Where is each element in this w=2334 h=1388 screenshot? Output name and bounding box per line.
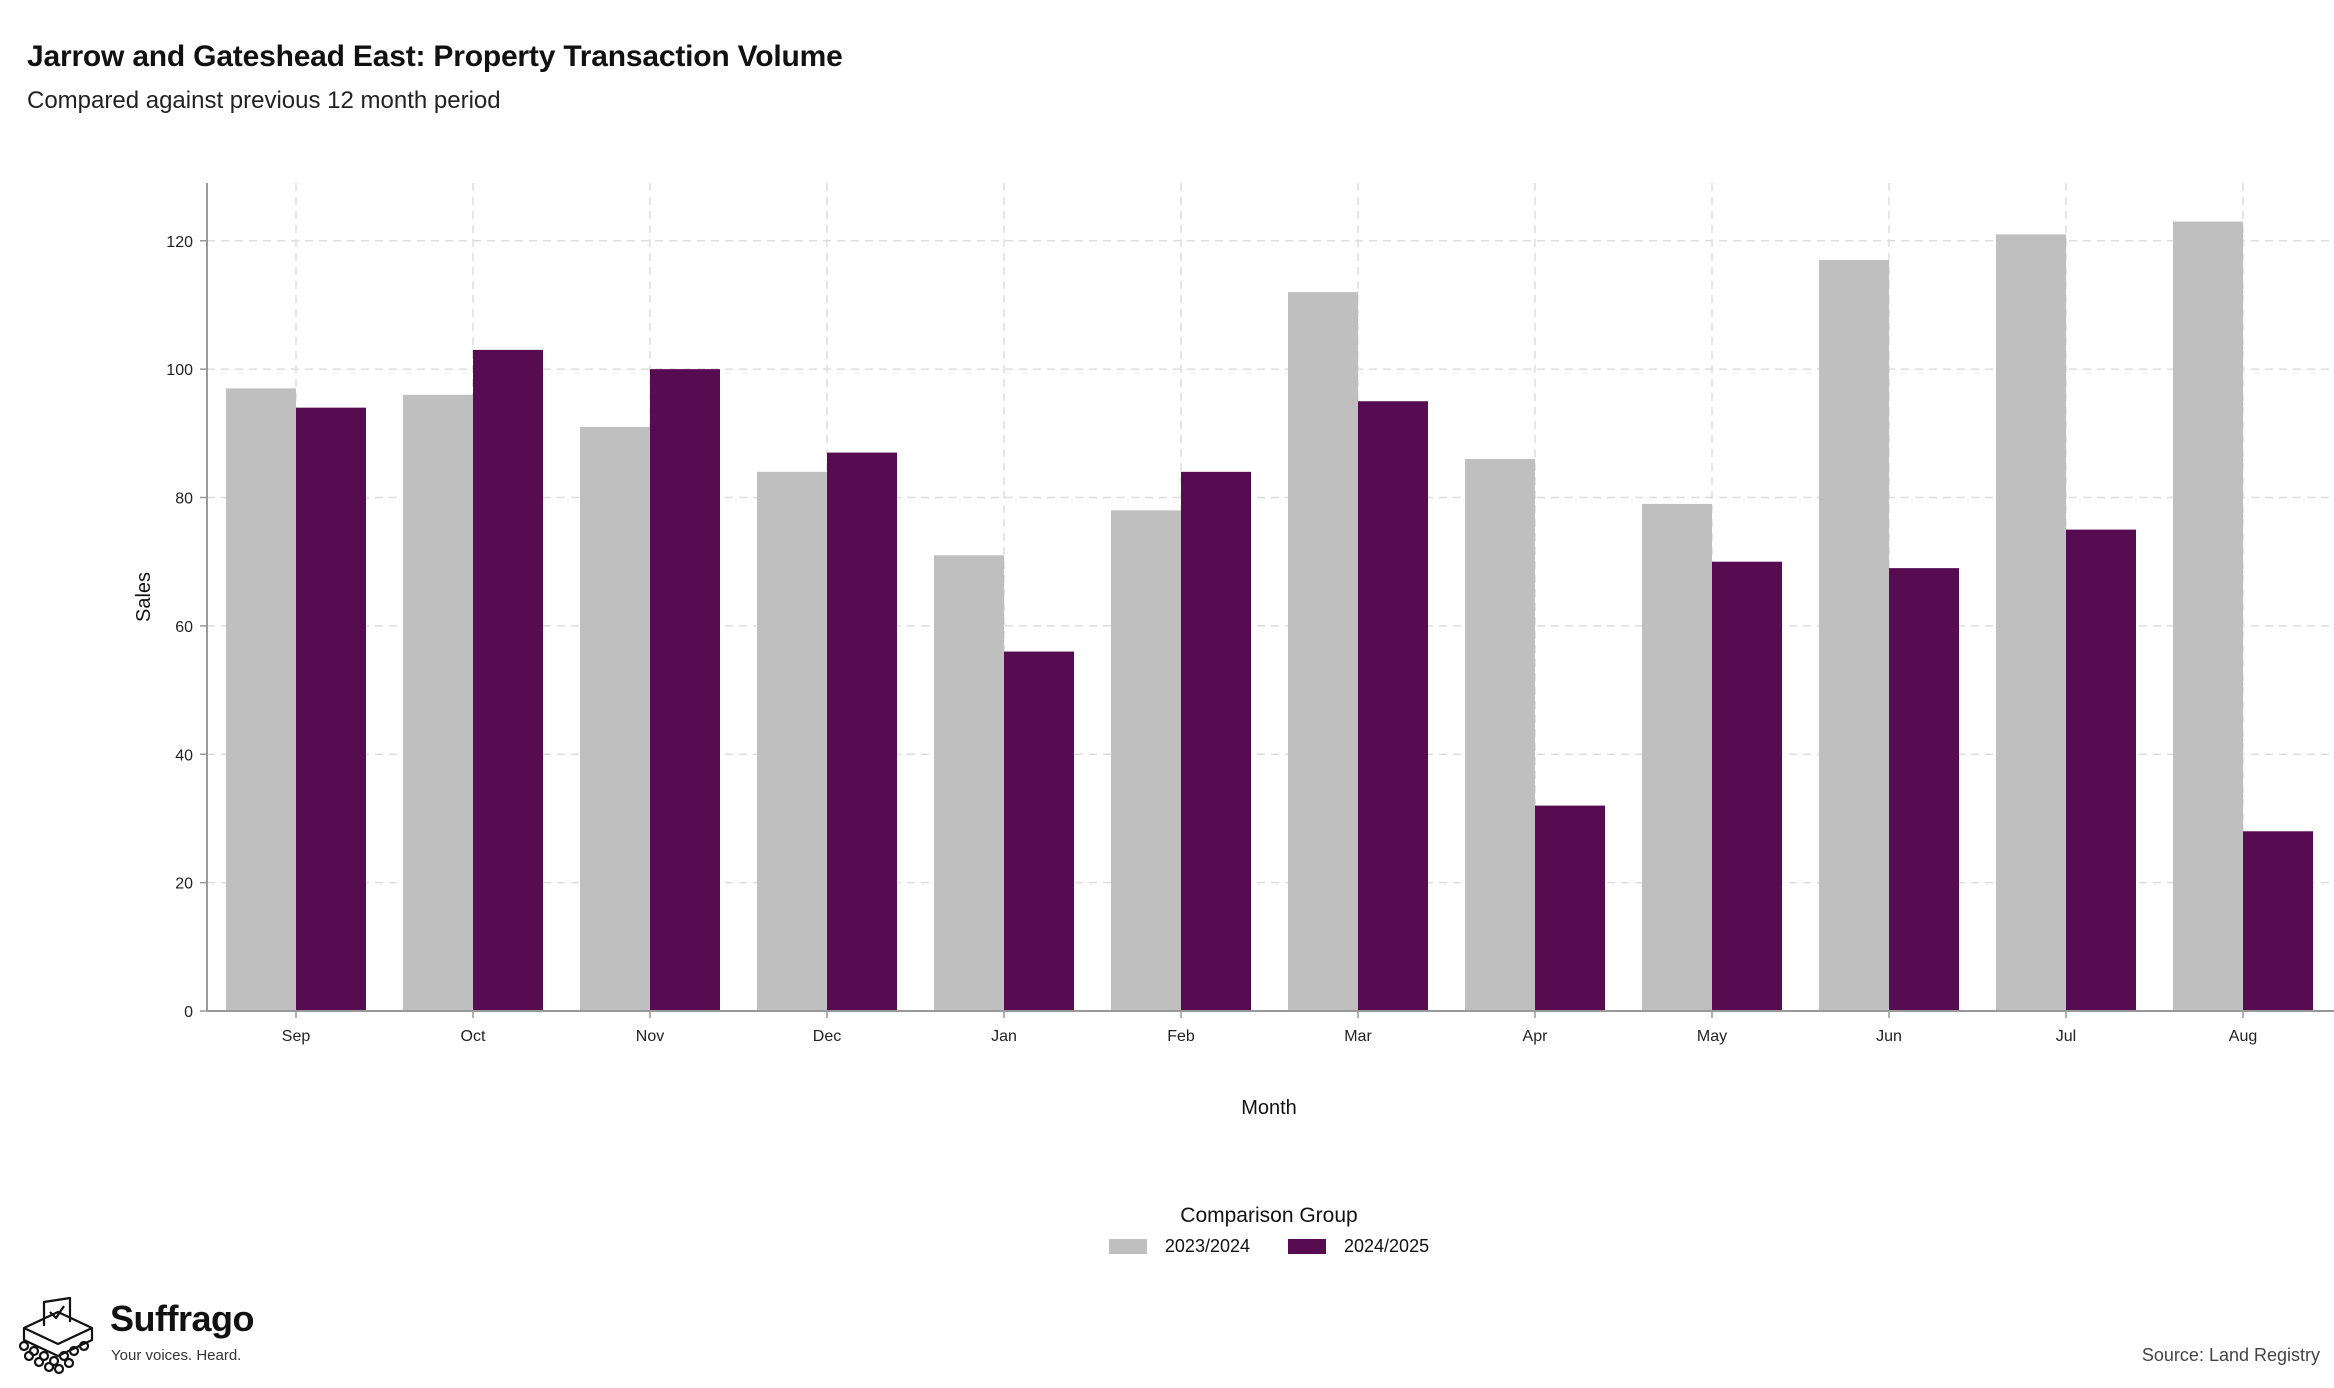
brand-tagline: Your voices. Heard. bbox=[111, 1347, 242, 1364]
chart-subtitle: Compared against previous 12 month perio… bbox=[27, 87, 501, 114]
legend: 2023/2024 2024/2025 bbox=[0, 1236, 2334, 1257]
bar-2024-2025-oct bbox=[473, 349, 543, 1011]
legend-swatch-2023-2024 bbox=[1108, 1239, 1147, 1254]
bar-2023-2024-mar bbox=[1288, 292, 1358, 1011]
bar-2024-2025-apr bbox=[1535, 805, 1605, 1011]
tick-labels: 0 20 40 60 80 100 120 Sep Oct Nov Dec Jan Feb Mar Apr M… bbox=[166, 234, 2257, 1045]
y-tick-label: 100 bbox=[166, 362, 193, 379]
x-tick-label: Jun bbox=[1876, 1028, 1902, 1045]
bars bbox=[226, 221, 2313, 1012]
brand-name: Suffrago bbox=[110, 1298, 255, 1339]
legend-swatch-2024-2025 bbox=[1288, 1239, 1326, 1254]
bar-2024-2025-jul bbox=[2066, 529, 2136, 1011]
bar-2023-2024-nov bbox=[580, 426, 650, 1011]
x-tick-label: Oct bbox=[461, 1028, 486, 1045]
bar-2024-2025-dec bbox=[827, 452, 897, 1011]
y-tick-label: 40 bbox=[175, 747, 193, 764]
bar-2024-2025-aug bbox=[2243, 831, 2313, 1011]
chart-title: Jarrow and Gateshead East: Property Tran… bbox=[27, 40, 843, 73]
y-tick-label: 120 bbox=[166, 234, 193, 251]
bar-2023-2024-jun bbox=[1819, 260, 1889, 1011]
axes bbox=[200, 183, 2334, 1018]
bar-2024-2025-feb bbox=[1181, 471, 1251, 1011]
legend-item-2024-2025: 2024/2025 bbox=[1288, 1236, 1429, 1257]
bar-2024-2025-jan bbox=[1004, 651, 1074, 1011]
x-tick-label: May bbox=[1697, 1028, 1727, 1045]
bar-2023-2024-dec bbox=[757, 471, 827, 1011]
y-axis-title: Sales bbox=[133, 572, 155, 622]
x-tick-label: Aug bbox=[2229, 1028, 2257, 1045]
bar-2023-2024-may bbox=[1642, 503, 1712, 1011]
bar-2024-2025-mar bbox=[1358, 401, 1428, 1011]
bar-2023-2024-apr bbox=[1465, 459, 1535, 1011]
bar-2023-2024-feb bbox=[1111, 510, 1181, 1011]
bar-2024-2025-nov bbox=[650, 369, 720, 1011]
ballot-box-logo-icon bbox=[18, 1296, 94, 1375]
y-tick-label: 80 bbox=[175, 491, 193, 508]
x-tick-label: Jul bbox=[2056, 1028, 2076, 1045]
bar-2023-2024-aug bbox=[2173, 221, 2243, 1012]
x-tick-label: Sep bbox=[282, 1028, 311, 1045]
bar-2024-2025-jun bbox=[1889, 568, 1959, 1011]
bar-2023-2024-sep bbox=[226, 388, 296, 1011]
source-note: Source: Land Registry bbox=[2141, 1345, 2320, 1365]
legend-title: Comparison Group bbox=[1180, 1204, 1358, 1227]
x-tick-label: Apr bbox=[1523, 1028, 1549, 1045]
y-tick-label: 20 bbox=[175, 876, 193, 893]
legend-label-2023-2024: 2023/2024 bbox=[1164, 1236, 1250, 1256]
legend-label-2024-2025: 2024/2025 bbox=[1344, 1236, 1430, 1256]
x-axis-title: Month bbox=[1241, 1097, 1297, 1119]
x-tick-label: Jan bbox=[991, 1028, 1017, 1045]
x-tick-label: Feb bbox=[1167, 1028, 1195, 1045]
x-tick-label: Mar bbox=[1344, 1028, 1372, 1045]
y-tick-label: 0 bbox=[184, 1004, 193, 1021]
legend-item-2023-2024: 2023/2024 bbox=[1108, 1236, 1250, 1257]
bar-2024-2025-sep bbox=[296, 407, 366, 1012]
x-tick-label: Nov bbox=[636, 1028, 664, 1045]
y-tick-label: 60 bbox=[175, 619, 193, 636]
x-tick-label: Dec bbox=[813, 1028, 841, 1045]
bar-2023-2024-jul bbox=[1996, 234, 2066, 1012]
bar-2023-2024-jan bbox=[934, 555, 1004, 1011]
bar-2024-2025-may bbox=[1712, 561, 1782, 1011]
bar-2023-2024-oct bbox=[403, 394, 473, 1011]
